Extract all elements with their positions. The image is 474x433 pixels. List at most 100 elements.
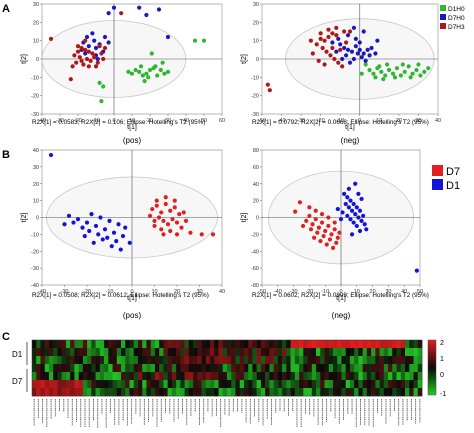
heatmap-cell [137,348,143,357]
x-tick-label: -30 [56,118,64,124]
data-point-d1h0 [158,67,163,73]
data-point-d7h0 [351,56,357,62]
heatmap-cell [371,348,376,357]
data-point-d7 [156,215,162,220]
heatmap-cell [61,356,67,365]
heatmap-cell [366,380,372,389]
heatmap-cell [286,356,291,365]
heatmap-cell [345,340,351,349]
data-point-d7h0 [144,12,149,18]
data-point-d1h0 [381,77,386,82]
heatmap-cell [409,364,414,373]
data-point-d1h0 [153,64,158,69]
data-point-d1h0 [418,73,423,78]
heatmap-cell [218,364,224,373]
data-point-d7h3 [68,77,73,82]
heatmap-cell [341,372,346,381]
heatmap-cell [146,356,151,365]
heatmap-cell [303,380,308,389]
data-point-d7h0 [361,29,366,34]
x-tick-label: 20 [174,289,180,295]
data-point-d7 [335,235,340,240]
heatmap-cell [95,380,101,389]
heatmap-cell [256,364,262,373]
heatmap-cell [392,388,397,397]
heatmap-cell [371,388,376,397]
heatmap-cell [99,380,105,389]
heatmap-cell [184,340,190,349]
heatmap-cell [61,372,67,381]
heatmap-cell [154,340,160,349]
data-point-d1h0 [387,67,392,73]
heatmap-cell [99,388,105,397]
data-point-d7h0 [357,47,362,52]
heatmap-cell [91,364,96,373]
data-point-d7h3 [310,51,315,56]
heatmap-cell [252,356,257,365]
heatmap-cell [116,372,122,381]
heatmap-cell [273,388,279,397]
heatmap-cell [235,348,241,357]
heatmap-cell [44,380,50,389]
data-point-d7 [329,232,334,237]
heatmap-cell [146,388,151,397]
heatmap-cell [337,380,342,389]
heatmap-cell [383,356,389,365]
heatmap-cell [383,364,389,373]
heatmap-cell [176,380,181,389]
y-tick-label: -10 [31,75,39,81]
data-point-d7h0 [343,53,349,58]
heatmap-cell [337,356,342,365]
heatmap-cell [154,372,160,381]
heatmap-cell [341,388,346,397]
data-point-d1 [345,195,350,200]
heatmap-cell [400,364,406,373]
data-point-d1 [356,191,361,196]
data-point-d7h0 [106,11,111,16]
heatmap-cell [159,356,164,365]
data-point-d1 [354,205,359,210]
data-point-d7h0 [86,44,91,49]
y-tick-label: -60 [251,266,259,272]
data-point-d7 [161,232,166,237]
heatmap-cell [57,348,62,357]
heatmap-cell [277,380,283,389]
x-tick-label: 20 [370,289,376,295]
heatmap-cell [171,364,177,373]
heatmap-cell [303,348,308,357]
heatmap-cell [277,348,283,357]
data-point-d1 [364,227,369,232]
heatmap-cell [87,340,92,349]
heatmap-cell [36,372,41,381]
data-point-d7 [307,213,312,218]
heatmap-cell [214,388,219,397]
heatmap-cell [248,380,253,389]
data-point-d1h0 [97,80,102,85]
heatmap-cell [371,340,376,349]
heatmap-cell [222,372,228,381]
scatter-plot-b-neg: -50 -40 -30 -20 -10 0 10 20 30 40 50 -80 -60 -40 -20 0 2… [241,148,429,320]
heatmap-cell [61,340,67,349]
heatmap-cell [112,340,118,349]
heatmap-cell [273,380,279,389]
heatmap-cell [235,340,241,349]
heatmap-column-labels [33,399,421,428]
data-point-d1 [71,220,76,225]
data-point-d1 [359,218,364,223]
data-point-d1h0 [147,67,153,73]
heatmap-cell [129,356,135,365]
heatmap-cell [227,356,232,365]
heatmap-cell [121,388,126,397]
heatmap-cell [222,388,228,397]
data-point-d7 [324,242,329,247]
heatmap-cell [396,340,402,349]
heatmap-cell [180,380,185,389]
heatmap-cell [383,348,389,357]
legend-b-swatch-d7 [432,165,443,176]
heatmap-cell [405,364,410,373]
heatmap-cell [163,356,168,365]
heatmap-cell [218,348,224,357]
data-point-d7h3 [79,58,84,63]
heatmap-cell [163,372,168,381]
heatmap-cell [108,372,113,381]
